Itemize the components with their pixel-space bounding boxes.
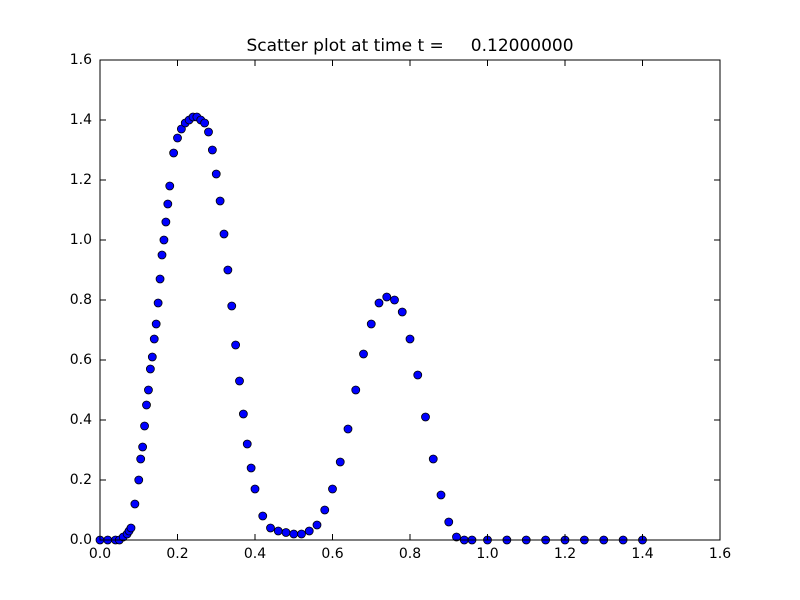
scatter-point — [242, 439, 252, 449]
scatter-point — [436, 490, 446, 500]
scatter-point — [413, 370, 423, 380]
scatter-point — [134, 475, 144, 485]
scatter-point — [138, 442, 148, 452]
scatter-point — [145, 364, 155, 374]
scatter-point — [130, 499, 140, 509]
scatter-point — [397, 307, 407, 317]
y-tick-label: 0.0 — [70, 532, 92, 548]
x-tick-label: 0.0 — [89, 546, 111, 562]
scatter-point — [207, 145, 217, 155]
scatter-point — [366, 319, 376, 329]
y-tick-label: 0.2 — [70, 472, 92, 488]
scatter-point — [320, 505, 330, 515]
scatter-point — [223, 265, 233, 275]
y-tick-label: 1.0 — [70, 232, 92, 248]
scatter-point — [405, 334, 415, 344]
scatter-point — [374, 298, 384, 308]
scatter-point — [382, 292, 392, 302]
x-tick-label: 0.8 — [399, 546, 421, 562]
scatter-point — [159, 235, 169, 245]
y-tick-label: 1.6 — [70, 52, 92, 68]
scatter-point — [140, 421, 149, 431]
scatter-point — [215, 196, 225, 206]
scatter-point — [126, 523, 136, 533]
scatter-point — [151, 319, 161, 329]
scatter-point — [452, 532, 461, 542]
scatter-point — [258, 511, 268, 521]
scatter-point — [343, 424, 353, 434]
scatter-point — [351, 385, 361, 395]
scatter-point — [169, 148, 179, 158]
scatter-point — [142, 400, 151, 410]
scatter-point — [289, 529, 299, 539]
scatter-point — [147, 352, 157, 362]
scatter-point — [238, 409, 248, 419]
scatter-point — [246, 463, 256, 473]
y-tick-label: 0.8 — [70, 292, 92, 308]
scatter-point — [163, 199, 173, 209]
scatter-point — [421, 412, 430, 422]
scatter-point — [231, 340, 241, 350]
x-tick-label: 0.2 — [166, 546, 188, 562]
scatter-point — [211, 169, 221, 179]
y-tick-label: 1.2 — [70, 172, 92, 188]
x-tick-label: 1.0 — [476, 546, 498, 562]
scatter-point — [149, 334, 159, 344]
scatter-point — [312, 520, 322, 530]
scatter-point — [161, 217, 171, 227]
scatter-point — [235, 376, 244, 386]
scatter-point — [281, 528, 291, 537]
scatter-point — [227, 301, 237, 311]
x-tick-label: 1.2 — [554, 546, 576, 562]
scatter-point — [136, 454, 146, 464]
scatter-point — [144, 385, 153, 395]
scatter-point — [328, 484, 337, 494]
chart-title: Scatter plot at time t = 0.12000000 — [246, 36, 573, 56]
scatter-point — [165, 181, 175, 191]
scatter-point — [250, 484, 260, 494]
scatter-point — [204, 127, 213, 137]
scatter-point — [157, 250, 167, 260]
scatter-point — [266, 523, 275, 533]
x-tick-label: 0.4 — [244, 546, 266, 562]
scatter-point — [173, 133, 182, 143]
scatter-point — [155, 274, 165, 284]
scatter-point — [273, 526, 283, 536]
y-tick-label: 1.4 — [70, 112, 92, 128]
x-tick-label: 1.6 — [709, 546, 731, 562]
y-tick-label: 0.4 — [70, 412, 92, 428]
scatter-point — [428, 454, 438, 464]
scatter-point — [200, 118, 210, 128]
scatter-point — [444, 517, 454, 527]
scatter-point — [359, 349, 368, 359]
y-tick-label: 0.6 — [70, 352, 92, 368]
x-tick-label: 1.4 — [631, 546, 653, 562]
scatter-point — [219, 229, 229, 239]
scatter-point — [335, 457, 345, 467]
scatter-point — [153, 298, 163, 308]
x-tick-label: 0.6 — [321, 546, 343, 562]
scatter-point — [297, 529, 306, 539]
scatter-point — [390, 295, 399, 305]
scatter-point — [304, 526, 314, 536]
